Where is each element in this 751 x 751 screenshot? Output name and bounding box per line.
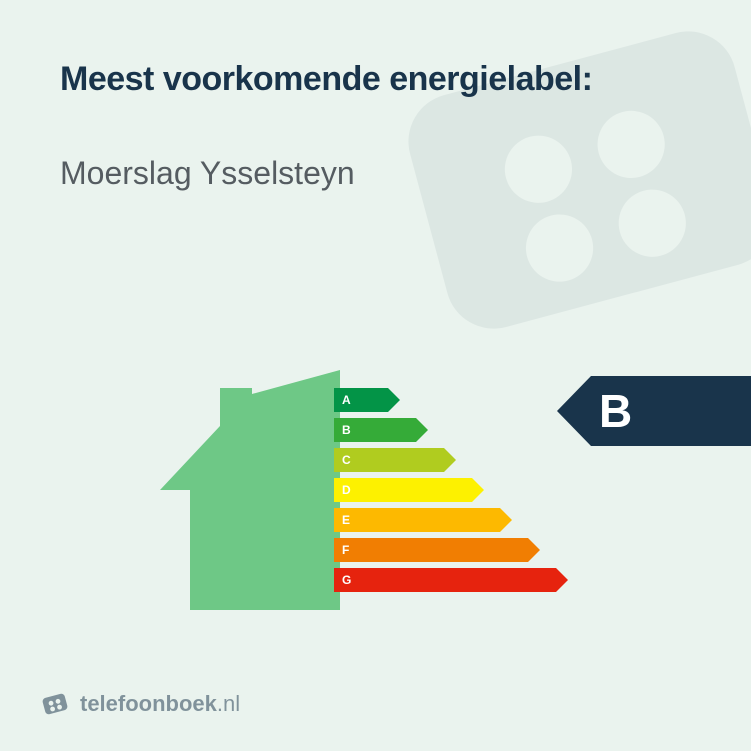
bar-letter: G — [342, 573, 351, 587]
brand-name-bold: telefoonboek — [80, 691, 217, 716]
badge-body: B — [591, 376, 751, 446]
page-subtitle: Moerslag Ysselsteyn — [60, 155, 691, 192]
energy-bar-f: F — [334, 538, 528, 562]
bar-letter: B — [342, 423, 351, 437]
energy-bar-g: G — [334, 568, 556, 592]
footer-brand: telefoonboek.nl — [40, 689, 240, 719]
energy-bar-d: D — [334, 478, 472, 502]
brand-text: telefoonboek.nl — [80, 691, 240, 717]
energy-bar-b: B — [334, 418, 416, 442]
energy-bars: A B C D E F G — [334, 378, 556, 602]
bar-letter: C — [342, 453, 351, 467]
badge-arrow — [557, 376, 591, 446]
brand-name-light: .nl — [217, 691, 240, 716]
bar-fill — [334, 508, 500, 532]
brand-icon — [40, 689, 70, 719]
house-icon — [160, 370, 340, 610]
badge-letter: B — [599, 384, 632, 438]
bar-letter: D — [342, 483, 351, 497]
bar-fill — [334, 538, 528, 562]
bar-letter: A — [342, 393, 351, 407]
energy-label-graphic: A B C D E F G — [160, 370, 556, 610]
energy-bar-a: A — [334, 388, 388, 412]
bar-shape — [334, 568, 556, 592]
energy-bar-e: E — [334, 508, 500, 532]
bar-shape — [334, 478, 472, 502]
selected-label-badge: B — [557, 376, 751, 446]
page-title: Meest voorkomende energielabel: — [60, 60, 691, 99]
bar-fill — [334, 478, 472, 502]
bar-letter: E — [342, 513, 350, 527]
bar-fill — [334, 568, 556, 592]
energy-bar-c: C — [334, 448, 444, 472]
bar-shape — [334, 508, 500, 532]
bar-shape — [334, 538, 528, 562]
bar-letter: F — [342, 543, 349, 557]
